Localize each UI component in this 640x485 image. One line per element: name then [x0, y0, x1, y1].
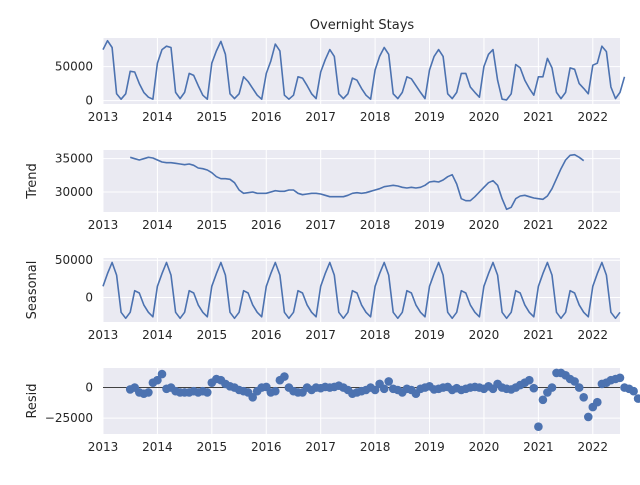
observed-x-tick-label: 2013	[88, 110, 119, 124]
seasonal-panel-background	[103, 258, 620, 322]
seasonal-y-axis-label: Seasonal	[25, 261, 40, 320]
observed-x-tick-label: 2018	[360, 110, 391, 124]
trend-x-tick-label: 2017	[305, 218, 336, 232]
resid-point	[384, 377, 394, 386]
resid-y-tick-label: 0	[85, 381, 93, 395]
seasonal-x-tick-label: 2018	[360, 328, 391, 342]
resid-x-tick-label: 2017	[305, 440, 336, 454]
trend-x-tick-label: 2020	[469, 218, 500, 232]
chart-title: Overnight Stays	[310, 18, 415, 33]
trend-panel-background	[103, 150, 620, 212]
observed-x-tick-label: 2016	[251, 110, 282, 124]
resid-point	[271, 386, 280, 396]
seasonal-y-tick-label: 50000	[55, 253, 93, 267]
observed-y-tick-label: 50000	[55, 60, 93, 74]
observed-x-tick-label: 2020	[469, 110, 500, 124]
resid-point	[579, 393, 588, 402]
resid-point	[203, 388, 212, 397]
observed-x-tick-label: 2014	[142, 110, 173, 124]
resid-x-tick-label: 2013	[88, 440, 119, 454]
resid-x-tick-label: 2020	[469, 440, 500, 454]
resid-x-tick-label: 2016	[251, 440, 282, 454]
trend-y-axis-label: Trend	[25, 163, 40, 200]
resid-point	[529, 383, 539, 393]
seasonal-x-tick-label: 2014	[142, 328, 173, 342]
observed-x-tick-label: 2019	[414, 110, 445, 124]
resid-point	[584, 412, 593, 422]
trend-x-tick-label: 2013	[88, 218, 119, 232]
resid-point	[629, 386, 638, 396]
trend-series-line	[129, 153, 585, 211]
seasonal-x-tick-label: 2021	[523, 328, 554, 342]
resid-point	[615, 373, 625, 383]
trend-x-tick-label: 2015	[197, 218, 228, 232]
seasonal-series-line	[102, 261, 621, 320]
observed-series-line	[102, 39, 626, 101]
resid-point	[633, 394, 640, 403]
resid-point	[280, 372, 289, 381]
resid-x-tick-label: 2015	[197, 440, 228, 454]
trend-x-tick-label: 2022	[578, 218, 609, 232]
resid-point	[144, 388, 153, 397]
observed-y-tick-label: 0	[85, 94, 93, 108]
observed-x-tick-label: 2022	[578, 110, 609, 124]
resid-panel-background	[103, 368, 620, 434]
observed-x-tick-label: 2021	[523, 110, 554, 124]
observed-x-tick-label: 2017	[305, 110, 336, 124]
trend-y-tick-label: 35000	[55, 152, 93, 166]
observed-x-tick-label: 2015	[197, 110, 228, 124]
seasonal-x-tick-label: 2019	[414, 328, 445, 342]
resid-point	[574, 383, 584, 392]
seasonal-y-tick-label: 0	[85, 290, 93, 304]
seasonal-x-tick-label: 2022	[578, 328, 609, 342]
resid-point	[370, 385, 380, 395]
resid-y-tick-label: −25000	[45, 411, 93, 425]
resid-point	[593, 397, 602, 407]
trend-y-tick-label: 30000	[55, 185, 93, 199]
trend-x-tick-label: 2014	[142, 218, 173, 232]
seasonal-x-tick-label: 2015	[197, 328, 228, 342]
resid-point	[379, 384, 389, 394]
observed-panel-background	[103, 38, 620, 104]
trend-x-tick-label: 2016	[251, 218, 282, 232]
resid-y-axis-label: Resid	[25, 383, 40, 418]
trend-x-tick-label: 2019	[414, 218, 445, 232]
resid-point	[547, 383, 557, 392]
resid-point	[570, 377, 579, 386]
seasonal-x-tick-label: 2017	[305, 328, 336, 342]
resid-x-tick-label: 2019	[414, 440, 445, 454]
resid-x-tick-label: 2022	[578, 440, 609, 454]
resid-x-tick-label: 2018	[360, 440, 391, 454]
resid-point	[538, 395, 548, 405]
resid-point	[153, 375, 162, 385]
seasonal-x-tick-label: 2016	[251, 328, 282, 342]
trend-x-tick-label: 2021	[523, 218, 554, 232]
seasonal-x-tick-label: 2020	[469, 328, 500, 342]
resid-point	[534, 422, 543, 432]
resid-point	[157, 369, 167, 379]
resid-point	[248, 393, 257, 402]
resid-x-tick-label: 2014	[142, 440, 173, 454]
resid-x-tick-label: 2021	[523, 440, 554, 454]
seasonal-x-tick-label: 2013	[88, 328, 119, 342]
trend-x-tick-label: 2018	[360, 218, 391, 232]
resid-point	[525, 375, 534, 385]
